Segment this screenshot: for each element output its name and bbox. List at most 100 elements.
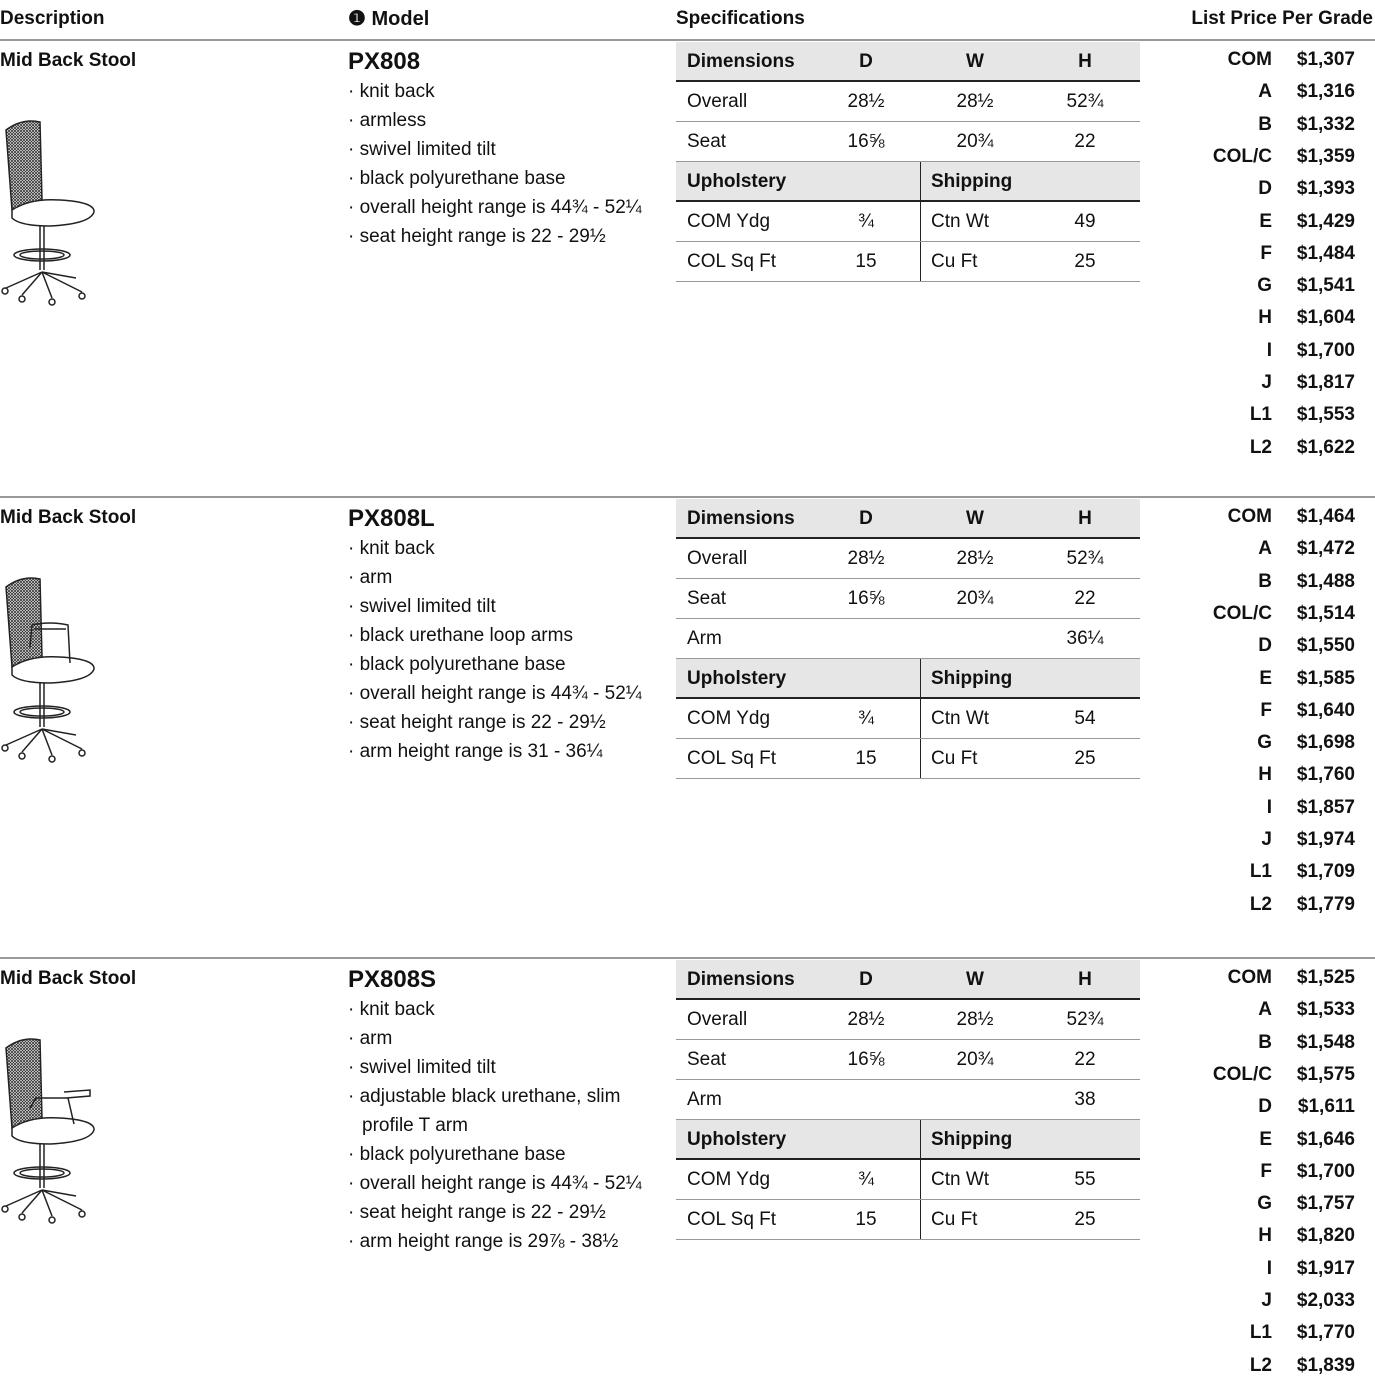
- chair-illustration: [1, 1038, 95, 1224]
- dims-cell: 36¼: [1066, 628, 1104, 649]
- price-grade: B: [1258, 113, 1272, 135]
- upholstery-cell: ¾: [858, 211, 874, 232]
- price-value: $2,033: [1296, 1290, 1355, 1311]
- row-rule: [676, 1239, 1140, 1240]
- row-rule: [676, 241, 1140, 242]
- price-grade: G: [1257, 1193, 1272, 1215]
- upholstery-header: Upholstery: [687, 171, 787, 192]
- dims-cell: Arm: [687, 628, 722, 649]
- row-rule: [676, 121, 1140, 122]
- row-rule: [676, 161, 1140, 162]
- model-number: PX808L: [348, 505, 435, 532]
- upholstery-cell: 25: [1074, 1209, 1096, 1230]
- price-grade: COM: [1227, 967, 1272, 988]
- price-grade: H: [1258, 1225, 1272, 1247]
- upholstery-cell: 15: [855, 1209, 877, 1230]
- price-grade: B: [1258, 570, 1272, 592]
- price-value: $1,757: [1296, 1193, 1355, 1215]
- price-grade: F: [1260, 1160, 1272, 1182]
- price-value: $1,817: [1296, 372, 1355, 393]
- upholstery-cell: COM Ydg: [687, 211, 771, 232]
- price-grade: D: [1258, 178, 1272, 200]
- feature: adjustable black urethane, slim profile …: [348, 1082, 658, 1140]
- model-number: PX808S: [348, 966, 437, 993]
- price-value: $1,464: [1296, 506, 1355, 527]
- dims-cell: 28½: [956, 548, 994, 569]
- upholstery-cell: Ctn Wt: [931, 1169, 990, 1190]
- dims-header: W: [966, 51, 984, 72]
- upholstery-cell: Cu Ft: [931, 748, 978, 769]
- row-rule: [676, 618, 1140, 619]
- col-divider: [920, 162, 921, 282]
- row-rule: [676, 578, 1140, 579]
- price-value: $1,553: [1296, 404, 1355, 426]
- price-grade: E: [1259, 667, 1272, 689]
- price-value: $1,541: [1296, 275, 1355, 297]
- price-grade: D: [1258, 1096, 1272, 1118]
- price-grade: COM: [1227, 49, 1272, 70]
- feature-list: knit backarmswivel limited tiltblack ure…: [348, 534, 658, 766]
- upholstery-header: Upholstery: [687, 1129, 787, 1150]
- price-value: $1,316: [1296, 81, 1355, 103]
- feature: knit back: [348, 995, 658, 1024]
- dims-cell: 16⅝: [847, 131, 885, 152]
- upholstery-cell: COM Ydg: [687, 708, 771, 729]
- upholstery-cell: Ctn Wt: [931, 708, 990, 729]
- price-value: $1,709: [1296, 861, 1355, 883]
- feature: arm: [348, 563, 658, 592]
- price-value: $1,533: [1296, 999, 1355, 1021]
- header-specifications: Specifications: [676, 8, 805, 29]
- dims-cell: Overall: [687, 548, 748, 569]
- dims-cell: 38: [1074, 1089, 1096, 1110]
- table-header-bg: [676, 1120, 1140, 1160]
- table-header-bg: [676, 499, 1140, 539]
- chair-illustration: [1, 577, 95, 763]
- dims-header: W: [966, 969, 984, 990]
- price-grade: G: [1257, 732, 1272, 754]
- price-grade: COL/C: [1212, 602, 1272, 624]
- dims-header: H: [1078, 969, 1092, 990]
- upholstery-cell: 15: [855, 251, 877, 272]
- product-rule: [0, 496, 1375, 498]
- feature: black polyurethane base: [348, 164, 658, 193]
- row-rule: [676, 1079, 1140, 1080]
- dims-header: D: [859, 508, 873, 529]
- dims-cell: 52¾: [1066, 91, 1104, 112]
- price-grade: E: [1259, 210, 1272, 232]
- upholstery-cell: 25: [1074, 251, 1096, 272]
- feature: swivel limited tilt: [348, 135, 658, 164]
- feature: seat height range is 22 - 29½: [348, 708, 658, 737]
- dims-cell: 52¾: [1066, 1009, 1104, 1030]
- price-value: $1,514: [1296, 602, 1355, 624]
- price-value: $1,332: [1296, 113, 1355, 135]
- feature: black urethane loop arms: [348, 621, 658, 650]
- price-value: $1,611: [1297, 1096, 1355, 1118]
- row-rule: [676, 281, 1140, 282]
- price-grade: H: [1258, 307, 1272, 329]
- model-number: PX808: [348, 48, 421, 75]
- feature: overall height range is 44¾ - 52¼: [348, 679, 658, 708]
- price-grade: A: [1258, 538, 1272, 560]
- dims-cell: 22: [1074, 131, 1096, 152]
- dims-header: D: [859, 51, 873, 72]
- dims-header: Dimensions: [687, 508, 795, 529]
- upholstery-cell: COL Sq Ft: [687, 1209, 777, 1230]
- upholstery-cell: Cu Ft: [931, 1209, 978, 1230]
- price-grade: H: [1258, 764, 1272, 786]
- price-grade: I: [1266, 339, 1272, 361]
- price-value: $1,604: [1296, 307, 1355, 329]
- price-value: $1,646: [1296, 1128, 1355, 1150]
- table-header-bg: [676, 42, 1140, 82]
- price-value: $1,700: [1296, 339, 1355, 361]
- dims-cell: 16⅝: [847, 1049, 885, 1070]
- row-rule: [676, 1119, 1140, 1120]
- dims-cell: 20¾: [956, 1049, 994, 1070]
- upholstery-cell: 25: [1074, 748, 1096, 769]
- dims-cell: Seat: [687, 1049, 727, 1070]
- upholstery-cell: COL Sq Ft: [687, 748, 777, 769]
- col-divider: [920, 659, 921, 779]
- feature: seat height range is 22 - 29½: [348, 222, 658, 251]
- row-rule: [676, 1199, 1140, 1200]
- product-description: Mid Back Stool: [0, 50, 137, 71]
- price-value: $1,585: [1296, 667, 1355, 689]
